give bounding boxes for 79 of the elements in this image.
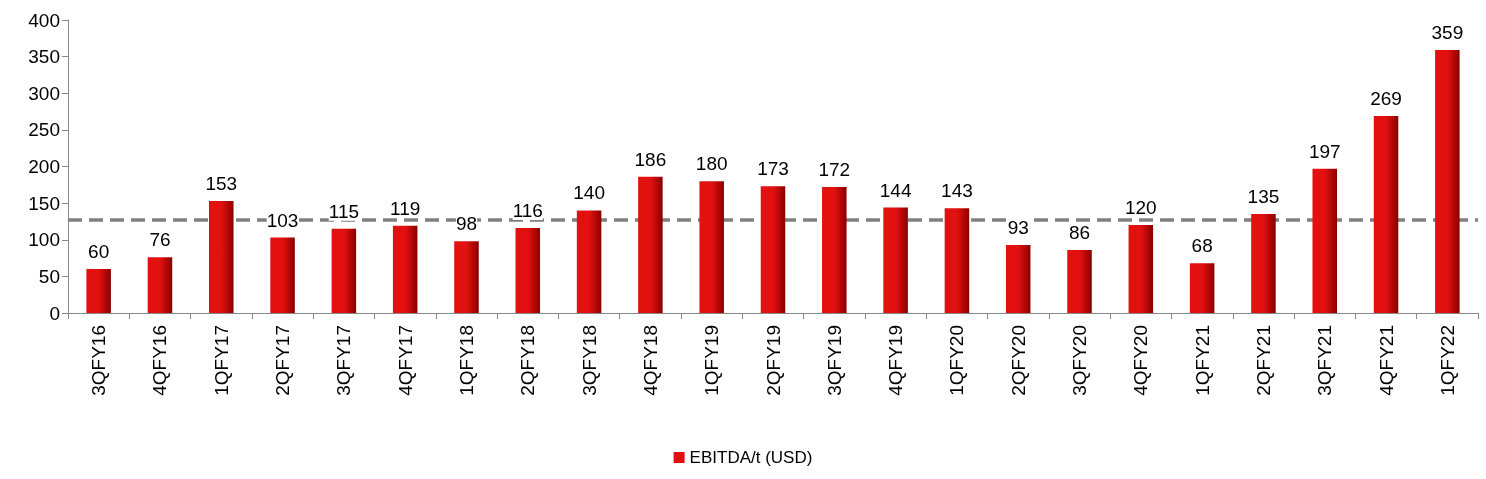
data-label: 173	[757, 158, 789, 180]
y-tick-label: 50	[38, 265, 60, 287]
x-tick-label: 3QFY18	[578, 325, 600, 396]
x-tick-label: 3QFY19	[823, 325, 845, 396]
data-label: 153	[205, 172, 238, 194]
bar	[270, 237, 295, 313]
x-tick-label: 4QFY21	[1375, 325, 1397, 396]
bar	[638, 176, 663, 313]
data-label: 269	[1370, 87, 1402, 109]
y-tick-label: 350	[28, 46, 60, 68]
data-label: 115	[328, 200, 360, 222]
data-label: 135	[1247, 186, 1280, 208]
data-label: 119	[390, 197, 421, 219]
y-tick-label: 150	[28, 192, 60, 214]
x-tick-label: 1QFY21	[1191, 325, 1213, 396]
x-tick-label: 4QFY20	[1130, 325, 1152, 396]
data-label: 120	[1124, 197, 1157, 219]
bar	[1312, 168, 1337, 313]
y-tick-label: 300	[28, 82, 60, 104]
x-tick-label: 2QFY17	[272, 325, 294, 396]
bar	[209, 200, 234, 313]
data-label: 103	[266, 209, 299, 231]
bar	[1005, 244, 1031, 313]
bar	[1373, 115, 1399, 313]
y-tick-label: 100	[28, 229, 60, 251]
y-tick-label: 250	[28, 119, 60, 141]
bar	[454, 241, 479, 313]
x-tick-label: 1QFY17	[210, 325, 232, 396]
x-tick-label: 1QFY22	[1436, 325, 1458, 396]
bar	[1251, 214, 1276, 313]
x-tick-label: 3QFY21	[1314, 325, 1336, 396]
y-tick-label: 200	[28, 156, 60, 177]
data-label: 86	[1068, 222, 1091, 244]
x-tick-label: 1QFY19	[701, 325, 723, 396]
data-label: 186	[634, 148, 667, 170]
bar	[760, 186, 786, 313]
bar	[1128, 225, 1154, 313]
x-tick-label: 3QFY20	[1069, 325, 1091, 396]
data-label: 180	[695, 153, 728, 175]
y-tick-label: 400	[28, 9, 60, 31]
y-tick-label: 0	[49, 302, 60, 324]
bar	[944, 208, 970, 313]
x-tick-label: 3QFY17	[333, 325, 355, 396]
bar	[1435, 50, 1460, 313]
data-label: 93	[1007, 216, 1029, 238]
bar	[392, 225, 418, 313]
data-label: 140	[573, 182, 605, 204]
legend-label: EBITDA/t (USD)	[689, 448, 813, 467]
x-tick-label: 2QFY18	[517, 325, 539, 396]
data-label: 76	[149, 229, 171, 251]
bar	[822, 187, 847, 313]
data-label: 359	[1431, 22, 1464, 44]
x-tick-label: 1QFY18	[455, 325, 477, 396]
bar	[515, 228, 541, 313]
bar	[147, 257, 173, 313]
x-tick-label: 2QFY21	[1252, 325, 1274, 396]
x-tick-label: 4QFY17	[394, 325, 416, 396]
x-tick-label: 4QFY18	[639, 325, 661, 396]
data-label: 60	[88, 241, 110, 263]
bar	[86, 269, 111, 313]
data-label: 144	[879, 179, 912, 201]
data-label: 197	[1308, 140, 1341, 162]
data-label: 116	[512, 200, 543, 222]
data-label: 98	[455, 213, 478, 235]
bar	[576, 210, 602, 313]
x-tick-label: 2QFY20	[1007, 325, 1029, 396]
x-tick-label: 4QFY19	[885, 325, 907, 396]
bar	[331, 228, 357, 313]
x-tick-label: 4QFY16	[149, 325, 171, 396]
data-label: 143	[941, 180, 973, 202]
data-label: 172	[818, 159, 851, 181]
bar	[883, 207, 908, 313]
data-label: 68	[1191, 235, 1213, 257]
bar	[1067, 250, 1092, 313]
x-tick-label: 3QFY16	[88, 325, 110, 396]
x-tick-label: 2QFY19	[762, 325, 784, 396]
bar	[699, 181, 724, 313]
bar	[1189, 263, 1215, 313]
x-tick-label: 1QFY20	[946, 325, 968, 396]
